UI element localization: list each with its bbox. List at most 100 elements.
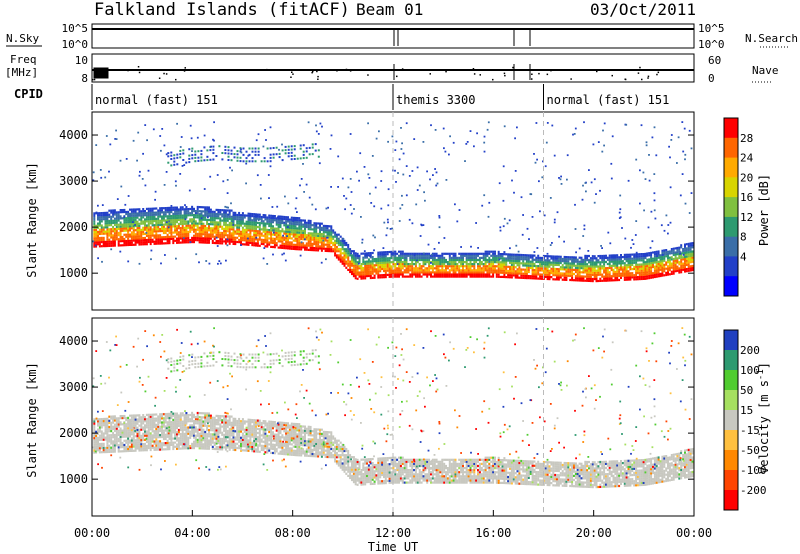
power-echo: [602, 129, 604, 132]
power-echo: [123, 208, 126, 212]
velocity-echo: [134, 445, 137, 448]
power-echo: [243, 233, 246, 236]
power-echo: [399, 261, 402, 264]
power-echo: [211, 233, 214, 236]
power-echo: [351, 264, 353, 267]
power-echo: [337, 155, 340, 158]
power-echo: [185, 220, 188, 223]
power-echo: [650, 260, 653, 263]
power-echo: [380, 207, 383, 210]
power-echo: [191, 220, 194, 223]
power-echo: [416, 275, 419, 278]
power-echo: [352, 254, 355, 257]
power-echo: [567, 270, 570, 273]
power-echo: [159, 219, 162, 222]
power-echo: [217, 221, 220, 224]
power-echo: [266, 147, 269, 150]
power-echo: [422, 263, 425, 266]
power-echo: [320, 261, 323, 264]
power-echo: [294, 225, 297, 228]
power-echo: [266, 216, 269, 219]
power-echo: [420, 223, 423, 226]
power-echo: [659, 254, 662, 257]
power-echo: [665, 263, 668, 266]
power-echo: [183, 216, 186, 219]
power-echo: [390, 261, 393, 264]
power-echo: [597, 267, 600, 270]
power-echo: [269, 160, 272, 163]
power-echo: [181, 239, 184, 242]
power-echo: [302, 219, 305, 222]
power-echo: [591, 277, 594, 281]
power-echo: [533, 262, 536, 265]
power-echo: [127, 225, 130, 228]
power-echo: [145, 218, 148, 221]
power-echo: [362, 275, 365, 278]
power-echo: [509, 255, 511, 258]
power-echo: [138, 239, 141, 242]
power-echo: [241, 232, 244, 235]
power-echo: [554, 259, 557, 262]
power-echo: [486, 254, 489, 257]
power-echo: [473, 265, 476, 268]
power-echo: [168, 240, 171, 243]
velocity-echo: [119, 421, 122, 424]
power-echo: [113, 234, 116, 237]
power-echo: [228, 217, 231, 220]
power-echo: [132, 227, 135, 230]
velocity-echo: [95, 436, 98, 440]
power-echo: [193, 241, 195, 244]
power-echo: [490, 250, 493, 253]
power-echo: [320, 247, 323, 250]
power-echo: [119, 209, 122, 212]
power-echo: [97, 239, 99, 242]
power-echo: [505, 271, 508, 275]
power-echo: [266, 220, 269, 223]
velocity-echo: [104, 446, 107, 449]
velocity-echo: [119, 442, 122, 445]
power-echo: [294, 245, 297, 249]
nave-dot: [518, 69, 520, 71]
power-echo: [157, 230, 160, 233]
power-echo: [311, 236, 314, 239]
power-echo: [458, 275, 461, 278]
power-echo: [149, 220, 152, 223]
power-echo: [188, 154, 191, 157]
power-echo: [145, 226, 148, 229]
power-echo: [533, 153, 535, 155]
power-echo: [463, 271, 466, 274]
power-echo: [591, 261, 594, 264]
power-echo: [175, 257, 177, 260]
power-echo: [465, 256, 468, 259]
power-echo: [535, 265, 538, 268]
power-echo: [332, 231, 335, 234]
power-echo: [302, 233, 305, 237]
power-echo: [456, 258, 459, 262]
power-echo: [264, 232, 267, 235]
power-echo: [668, 262, 671, 265]
power-echo: [349, 204, 352, 206]
power-echo: [486, 252, 489, 255]
power-echo: [134, 235, 137, 238]
power-echo: [608, 254, 611, 257]
power-echo: [527, 266, 530, 269]
power-echo: [269, 147, 272, 150]
power-echo: [238, 224, 241, 227]
power-echo: [255, 219, 257, 222]
power-echo: [443, 147, 445, 150]
power-echo: [198, 237, 201, 240]
power-echo: [398, 273, 400, 276]
power-echo: [450, 261, 453, 264]
power-echo: [454, 265, 457, 268]
power-echo: [141, 178, 144, 180]
power-echo: [270, 214, 273, 217]
power-echo: [465, 271, 468, 274]
power-echo: [189, 226, 192, 229]
power-echo: [179, 218, 182, 221]
power-echo: [445, 273, 447, 276]
power-echo: [522, 214, 524, 216]
power-echo: [105, 135, 108, 137]
power-echo: [460, 275, 463, 278]
power-echo: [264, 241, 267, 244]
power-echo: [284, 259, 287, 262]
